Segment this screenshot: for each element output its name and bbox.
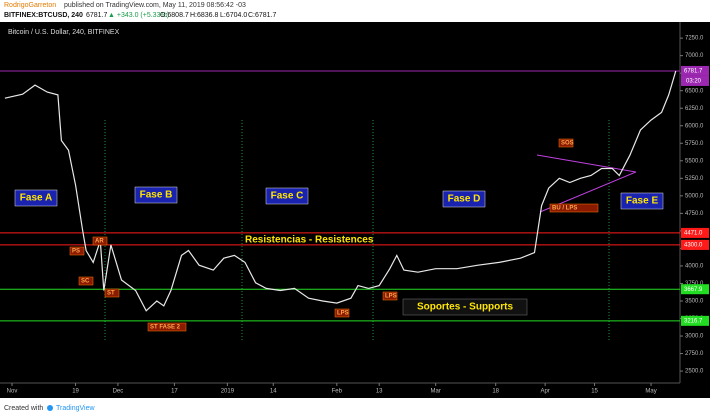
triangle-edge <box>536 154 637 173</box>
support-box <box>402 298 528 316</box>
event-label: ST <box>107 291 115 297</box>
x-tick-label: Dec <box>113 389 124 395</box>
level-box <box>681 227 709 238</box>
level-label: 6781.7 <box>684 69 703 75</box>
event-box <box>69 246 85 256</box>
x-tick-label: Nov <box>7 389 18 395</box>
event-label: SOS <box>561 141 574 147</box>
support-label: Soportes - Supports <box>417 302 514 313</box>
close: C:6781.7 <box>248 12 277 19</box>
event-label: ST FASE 2 <box>150 325 181 331</box>
y-tick-label: 3500.0 <box>685 299 704 305</box>
level-label: 3667.9 <box>684 287 703 293</box>
published: published on TradingView.com, May 11, 20… <box>64 2 246 9</box>
x-tick-label: 2019 <box>221 389 235 395</box>
y-tick-label: 5750.0 <box>685 141 704 147</box>
level-box <box>681 239 709 250</box>
event-box <box>334 308 350 318</box>
level-box <box>681 65 709 76</box>
countdown-box <box>681 75 709 86</box>
y-tick-label: 5250.0 <box>685 176 704 182</box>
level-box <box>681 284 709 295</box>
y-tick-label: 5500.0 <box>685 158 704 164</box>
level-label: 4300.0 <box>684 242 703 248</box>
event-label: PS <box>72 249 80 255</box>
symbol: BITFINEX:BTCUSD, 240 <box>4 12 83 19</box>
y-tick-label: 5000.0 <box>685 193 704 199</box>
x-tick-label: Apr <box>540 389 549 395</box>
x-tick-label: Mar <box>431 389 441 395</box>
y-tick-label: 4750.0 <box>685 211 704 217</box>
level-label: 3216.7 <box>684 318 703 324</box>
y-tick-label: 6500.0 <box>685 88 704 94</box>
y-tick-label: 2750.0 <box>685 351 704 357</box>
y-tick-label: 6250.0 <box>685 106 704 112</box>
x-tick-label: May <box>645 389 656 395</box>
phase-box <box>134 186 178 204</box>
x-tick-label: 17 <box>171 389 178 395</box>
x-tick-label: 13 <box>376 389 383 395</box>
y-tick-label: 2500.0 <box>685 369 704 375</box>
x-tick-label: Feb <box>332 389 343 395</box>
phase-label: Fase A <box>20 193 52 204</box>
event-label: SC <box>81 279 90 285</box>
phase-box <box>442 190 486 208</box>
brand-icon <box>47 405 53 411</box>
chart-title: Bitcoin / U.S. Dollar, 240, BITFINEX <box>8 29 120 36</box>
author[interactable]: RodrigoGarreton <box>4 2 56 9</box>
phase-box <box>14 189 58 207</box>
phase-label: Fase D <box>448 194 481 205</box>
phase-box <box>620 192 664 210</box>
footer-prefix: Created with <box>4 405 43 412</box>
event-box <box>558 138 574 148</box>
y-tick-label: 7250.0 <box>685 36 704 42</box>
event-label: LPS <box>337 311 349 317</box>
y-tick-label: 3000.0 <box>685 334 704 340</box>
phase-label: Fase E <box>626 196 659 207</box>
footer-brand[interactable]: TradingView <box>56 405 95 412</box>
high: H:6836.8 <box>190 12 219 19</box>
y-tick-label: 6000.0 <box>685 123 704 129</box>
event-label: LPS <box>385 294 397 300</box>
open: O:6808.7 <box>160 12 189 19</box>
phase-box <box>265 187 309 205</box>
event-box <box>92 236 108 246</box>
event-box <box>382 291 398 301</box>
y-tick-label: 3750.0 <box>685 281 704 287</box>
level-label: 4471.0 <box>684 231 703 237</box>
phase-dividers <box>104 120 610 340</box>
event-label: BU / LPS <box>552 206 577 212</box>
price-line <box>4 70 677 312</box>
level-box <box>681 315 709 326</box>
y-tick-label: 7000.0 <box>685 53 704 59</box>
phase-label: Fase C <box>271 191 304 202</box>
event-label: AR <box>95 239 104 245</box>
x-tick-label: 19 <box>72 389 79 395</box>
chart-background <box>0 22 710 398</box>
event-box <box>549 203 599 213</box>
x-tick-label: 18 <box>492 389 499 395</box>
x-tick-label: 15 <box>591 389 598 395</box>
y-tick-label: 4000.0 <box>685 264 704 270</box>
event-box <box>78 276 94 286</box>
last-price: 6781.7 <box>86 12 108 19</box>
event-box <box>104 288 120 298</box>
event-box <box>147 322 187 332</box>
x-tick-label: 14 <box>270 389 277 395</box>
phase-label: Fase B <box>140 190 173 201</box>
resistance-label: Resistencias - Resistences <box>245 235 374 246</box>
countdown: 03:20 <box>686 79 702 85</box>
change: ▲ +343.0 (+5.33%) <box>108 12 169 19</box>
low: L:6704.0 <box>220 12 247 19</box>
